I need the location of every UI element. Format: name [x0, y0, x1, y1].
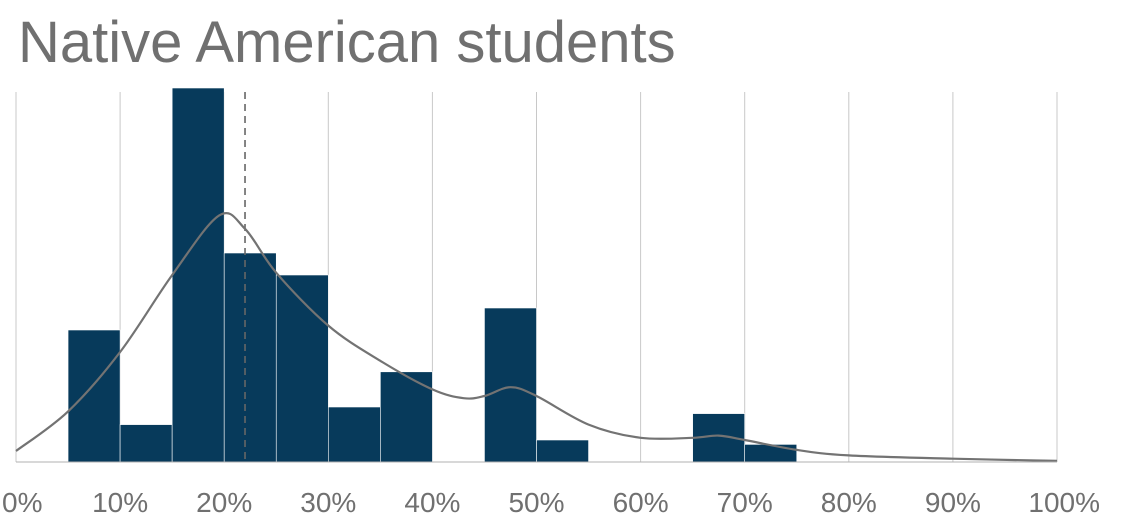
bar-30-35 [327, 406, 381, 463]
bar-45-50 [484, 307, 537, 463]
x-tick-label-0: 0% [2, 487, 42, 518]
x-axis-tick-labels: 0% 10% 20% 30% 40% 50% 60% 70% 80% 90% 100% [2, 487, 1100, 518]
bar-35-40 [380, 371, 433, 463]
x-tick-label-40: 40% [404, 487, 460, 518]
x-tick-label-100: 100% [1028, 487, 1100, 518]
bar-20-25 [223, 252, 277, 463]
bar-5-10 [67, 329, 121, 463]
histogram-bars [67, 87, 798, 463]
x-tick-label-30: 30% [300, 487, 356, 518]
x-tick-label-70: 70% [717, 487, 773, 518]
chart-title: Native American students [18, 10, 676, 75]
x-tick-label-90: 90% [925, 487, 981, 518]
x-tick-label-60: 60% [613, 487, 669, 518]
density-curve [15, 211, 1058, 462]
x-tick-label-20: 20% [196, 487, 252, 518]
bar-10-15 [119, 424, 173, 463]
x-tick-label-50: 50% [508, 487, 564, 518]
bar-70-75 [744, 444, 798, 463]
bar-50-55 [536, 439, 589, 463]
x-tick-label-10: 10% [92, 487, 148, 518]
bar-15-20 [171, 87, 225, 463]
bar-25-30 [275, 274, 329, 463]
x-tick-label-80: 80% [821, 487, 877, 518]
